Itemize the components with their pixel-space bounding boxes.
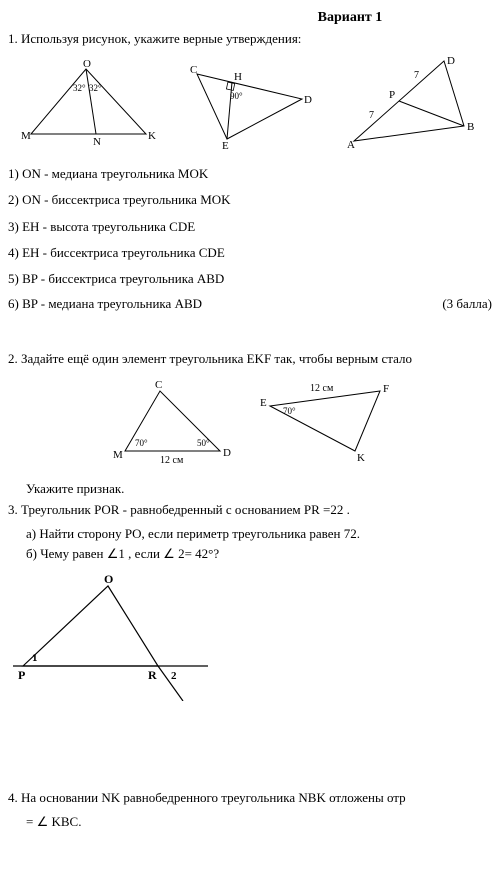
figure-triangle-mok: O M N K 32° 32° bbox=[21, 59, 156, 149]
svg-text:70°: 70° bbox=[135, 438, 148, 448]
svg-text:D: D bbox=[223, 447, 231, 459]
svg-text:O: O bbox=[104, 572, 113, 586]
statement-1: 1) ON - медиана треугольника MOK bbox=[8, 165, 492, 183]
svg-text:H: H bbox=[234, 71, 242, 83]
problem-2-figures: C M D 70° 50° 12 см E F K 70° 12 см bbox=[8, 376, 492, 466]
statement-4: 4) EH - биссектриса треугольника CDE bbox=[8, 244, 492, 262]
svg-text:32°: 32° bbox=[73, 83, 86, 93]
problem-3-text: 3. Треугольник POR - равнобедренный с ос… bbox=[8, 501, 492, 519]
problem-1-text: 1. Используя рисунок, укажите верные утв… bbox=[8, 30, 492, 48]
problem-1-points: (3 балла) bbox=[442, 296, 492, 312]
svg-text:K: K bbox=[148, 130, 156, 142]
figure-triangle-ekf: E F K 70° 12 см bbox=[255, 376, 395, 466]
svg-text:D: D bbox=[304, 94, 312, 106]
figure-triangle-mcd: C M D 70° 50° 12 см bbox=[105, 376, 235, 466]
svg-text:M: M bbox=[21, 130, 31, 142]
figure-triangle-cde: C H D E 90° bbox=[182, 59, 312, 149]
statement-5: 5) BP - биссектриса треугольника ABD bbox=[8, 270, 492, 288]
svg-text:D: D bbox=[447, 56, 455, 67]
figure-triangle-por: O P R 1 2 bbox=[8, 571, 218, 701]
svg-text:90°: 90° bbox=[230, 91, 243, 101]
svg-text:O: O bbox=[83, 59, 91, 70]
svg-text:32°: 32° bbox=[89, 83, 102, 93]
svg-text:F: F bbox=[383, 383, 389, 395]
svg-text:7: 7 bbox=[369, 110, 374, 121]
svg-text:12 см: 12 см bbox=[310, 383, 334, 394]
statement-6: 6) BP - медиана треугольника ABD bbox=[8, 296, 202, 312]
problem-4-text-b: = ∠ KBC. bbox=[8, 813, 492, 831]
statement-2: 2) ON - биссектриса треугольника MOK bbox=[8, 191, 492, 209]
svg-text:12 см: 12 см bbox=[160, 455, 184, 466]
svg-text:P: P bbox=[18, 668, 25, 682]
svg-text:50°: 50° bbox=[197, 438, 210, 448]
svg-text:B: B bbox=[467, 121, 474, 133]
svg-text:2: 2 bbox=[171, 670, 177, 682]
variant-header: Вариант 1 bbox=[8, 10, 492, 26]
svg-text:M: M bbox=[113, 449, 123, 461]
svg-text:N: N bbox=[93, 136, 101, 148]
svg-text:70°: 70° bbox=[283, 406, 296, 416]
svg-text:1: 1 bbox=[32, 652, 38, 664]
problem-2-text: 2. Задайте ещё один элемент треугольника… bbox=[8, 350, 492, 368]
problem-2-footer: Укажите признак. bbox=[8, 480, 492, 498]
statement-3: 3) EH - высота треугольника CDE bbox=[8, 218, 492, 236]
svg-text:E: E bbox=[222, 140, 229, 149]
problem-3-sub-b: б) Чему равен ∠1 , если ∠ 2= 42°? bbox=[8, 545, 492, 563]
figure-triangle-abd: D P B A 7 7 bbox=[339, 56, 479, 151]
svg-text:C: C bbox=[155, 379, 162, 391]
problem-3-figure: O P R 1 2 bbox=[8, 571, 492, 701]
problem-4-text-a: 4. На основании NK равнобедренного треуг… bbox=[8, 789, 492, 807]
svg-text:7: 7 bbox=[414, 70, 419, 81]
svg-text:E: E bbox=[260, 397, 267, 409]
svg-text:R: R bbox=[148, 668, 157, 682]
svg-text:C: C bbox=[190, 64, 197, 76]
svg-text:P: P bbox=[389, 89, 395, 101]
problem-1-figures: O M N K 32° 32° C H D E 90° D P B A 7 7 bbox=[8, 56, 492, 151]
svg-text:A: A bbox=[347, 139, 355, 151]
svg-text:K: K bbox=[357, 452, 365, 464]
problem-3-sub-a: а) Найти сторону PO, если периметр треуг… bbox=[8, 525, 492, 543]
